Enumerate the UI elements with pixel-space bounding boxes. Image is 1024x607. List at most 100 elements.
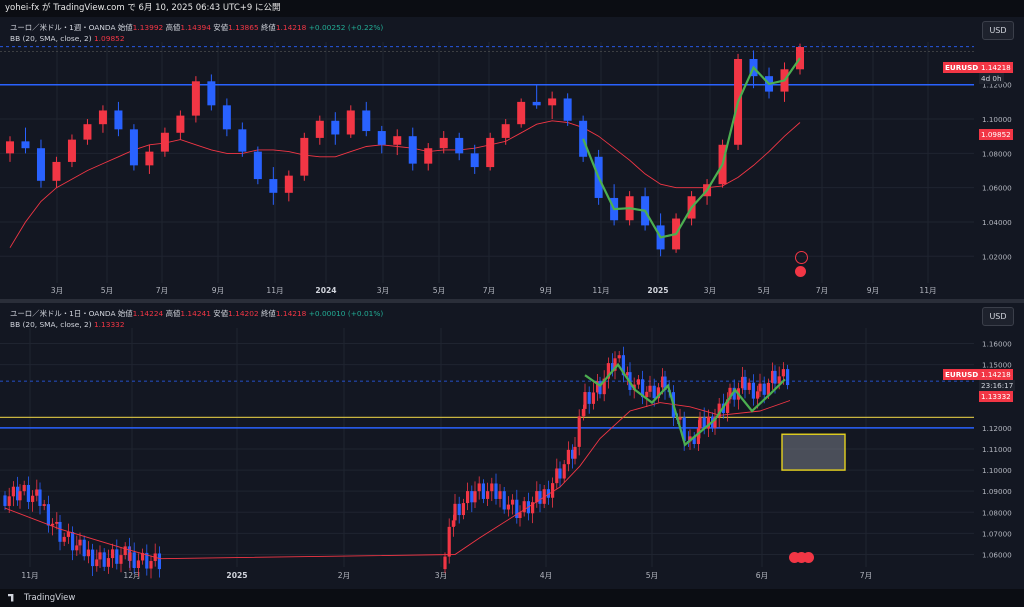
candle-body	[207, 81, 216, 106]
candle-body	[176, 115, 185, 133]
candle-body	[726, 399, 730, 414]
time-tick-label: 3月	[51, 286, 63, 295]
candle-body	[515, 499, 519, 519]
daily-chart-canvas[interactable]: 1.16000 1.15000 1.12000 1.11000 1.10000 1.090…	[0, 303, 1024, 589]
candle-body	[566, 449, 570, 465]
brand-name: TradingView	[24, 593, 76, 603]
candle-body	[222, 105, 231, 130]
candle-body	[52, 161, 61, 181]
candle-body	[773, 370, 777, 384]
symbol-name: ユーロ／米ドル・1週・OANDA	[10, 23, 116, 32]
candle-body	[713, 417, 717, 428]
candle-body	[7, 496, 11, 506]
price-tick-label: 1.10000	[982, 466, 1012, 475]
daily-chart-pane[interactable]: ユーロ／米ドル・1日・OANDA 始値1.14224 高値1.14241 安値1…	[0, 303, 1024, 589]
candle-body	[728, 387, 732, 400]
us-flag-event-icon[interactable]	[803, 552, 814, 563]
time-tick-label: 7月	[860, 571, 872, 580]
footer-brand: TradingView	[0, 589, 1024, 607]
candle-body	[563, 98, 572, 121]
candle-body	[42, 504, 46, 506]
candle-body	[453, 503, 457, 521]
candle-body	[191, 81, 200, 116]
candle-body	[157, 553, 161, 570]
candle-body	[470, 153, 479, 168]
price-tick-label: 1.04000	[982, 218, 1012, 227]
candle-body	[571, 449, 575, 459]
candle-body	[377, 131, 386, 145]
candle-body	[652, 385, 656, 399]
candle-body	[636, 379, 640, 385]
candle-body	[284, 175, 293, 193]
candle-body	[777, 376, 781, 384]
candle-body	[645, 391, 649, 398]
candle-body	[35, 489, 39, 496]
candle-body	[238, 129, 247, 152]
candle-body	[648, 385, 652, 392]
us-flag-event-icon[interactable]	[789, 552, 800, 563]
candle-body	[751, 382, 755, 399]
candle-body	[447, 526, 451, 557]
candle-body	[498, 491, 502, 499]
bb-basis-line	[4, 400, 791, 560]
price-tick-label: 1.06000	[982, 184, 1012, 193]
candle-body	[511, 499, 515, 505]
candle-body	[91, 549, 95, 567]
candle-body	[16, 486, 20, 501]
candle-body	[756, 391, 760, 399]
candle-body	[58, 521, 62, 542]
time-tick-label: 5月	[758, 286, 770, 295]
candle-body	[331, 120, 340, 135]
candle-body	[579, 120, 588, 157]
time-tick-label: 9月	[540, 286, 552, 295]
candle-body	[51, 523, 55, 526]
candle-body	[477, 483, 481, 492]
candle-body	[558, 468, 562, 479]
candle-body	[149, 560, 153, 569]
candle-body	[115, 549, 119, 564]
currency-button[interactable]: USD	[982, 307, 1014, 326]
weekly-chart-pane[interactable]: ユーロ／米ドル・1週・OANDA 始値1.13992 高値1.14394 安値1…	[0, 17, 1024, 299]
time-tick-label: 5月	[646, 571, 658, 580]
candle-body	[111, 549, 115, 559]
candle-body	[551, 483, 555, 498]
candle-body	[443, 556, 447, 570]
wave-line	[584, 362, 786, 447]
candle-body	[641, 379, 645, 398]
time-tick-label: 4月	[540, 571, 552, 580]
last-price-badge: 1.14218	[979, 62, 1013, 73]
candle-body	[62, 536, 66, 542]
countdown-badge: 4d 0h	[979, 73, 1004, 84]
candle-body	[141, 552, 145, 561]
candle-body	[38, 489, 42, 506]
candle-body	[71, 532, 75, 551]
candle-body	[786, 369, 790, 386]
candle-body	[145, 151, 154, 166]
symbol-badge: EURUSD	[943, 62, 981, 73]
candle-body	[518, 512, 522, 519]
bb-value-badge: 1.13332	[979, 391, 1013, 402]
candle-body	[83, 124, 92, 140]
candle-body	[626, 372, 630, 376]
weekly-chart-canvas[interactable]: 1.10000 1.12000 1.08000 1.06000 1.04000 1.020…	[0, 17, 1024, 299]
candle-body	[743, 376, 747, 390]
candle-body	[762, 383, 766, 395]
daily-legend: ユーロ／米ドル・1日・OANDA 始値1.14224 高値1.14241 安値1…	[10, 309, 384, 318]
price-tick-label: 1.09000	[982, 487, 1012, 496]
price-tick-label: 1.08000	[982, 508, 1012, 517]
time-tick-label: 7月	[816, 286, 828, 295]
pane-separator[interactable]	[0, 299, 1024, 303]
candle-body	[36, 148, 45, 181]
candle-body	[706, 416, 710, 429]
candle-body	[457, 503, 461, 516]
time-tick-label: 2025	[226, 571, 247, 580]
candle-body	[160, 132, 169, 152]
price-tick-label: 1.10000	[982, 115, 1012, 124]
us-flag-event-icon[interactable]	[796, 552, 807, 563]
currency-button[interactable]: USD	[982, 21, 1014, 40]
flash-event-icon[interactable]	[795, 251, 808, 264]
candle-body	[781, 369, 785, 377]
wave-line	[582, 57, 801, 239]
candle-body	[408, 136, 417, 164]
us-flag-event-icon[interactable]	[795, 266, 806, 277]
